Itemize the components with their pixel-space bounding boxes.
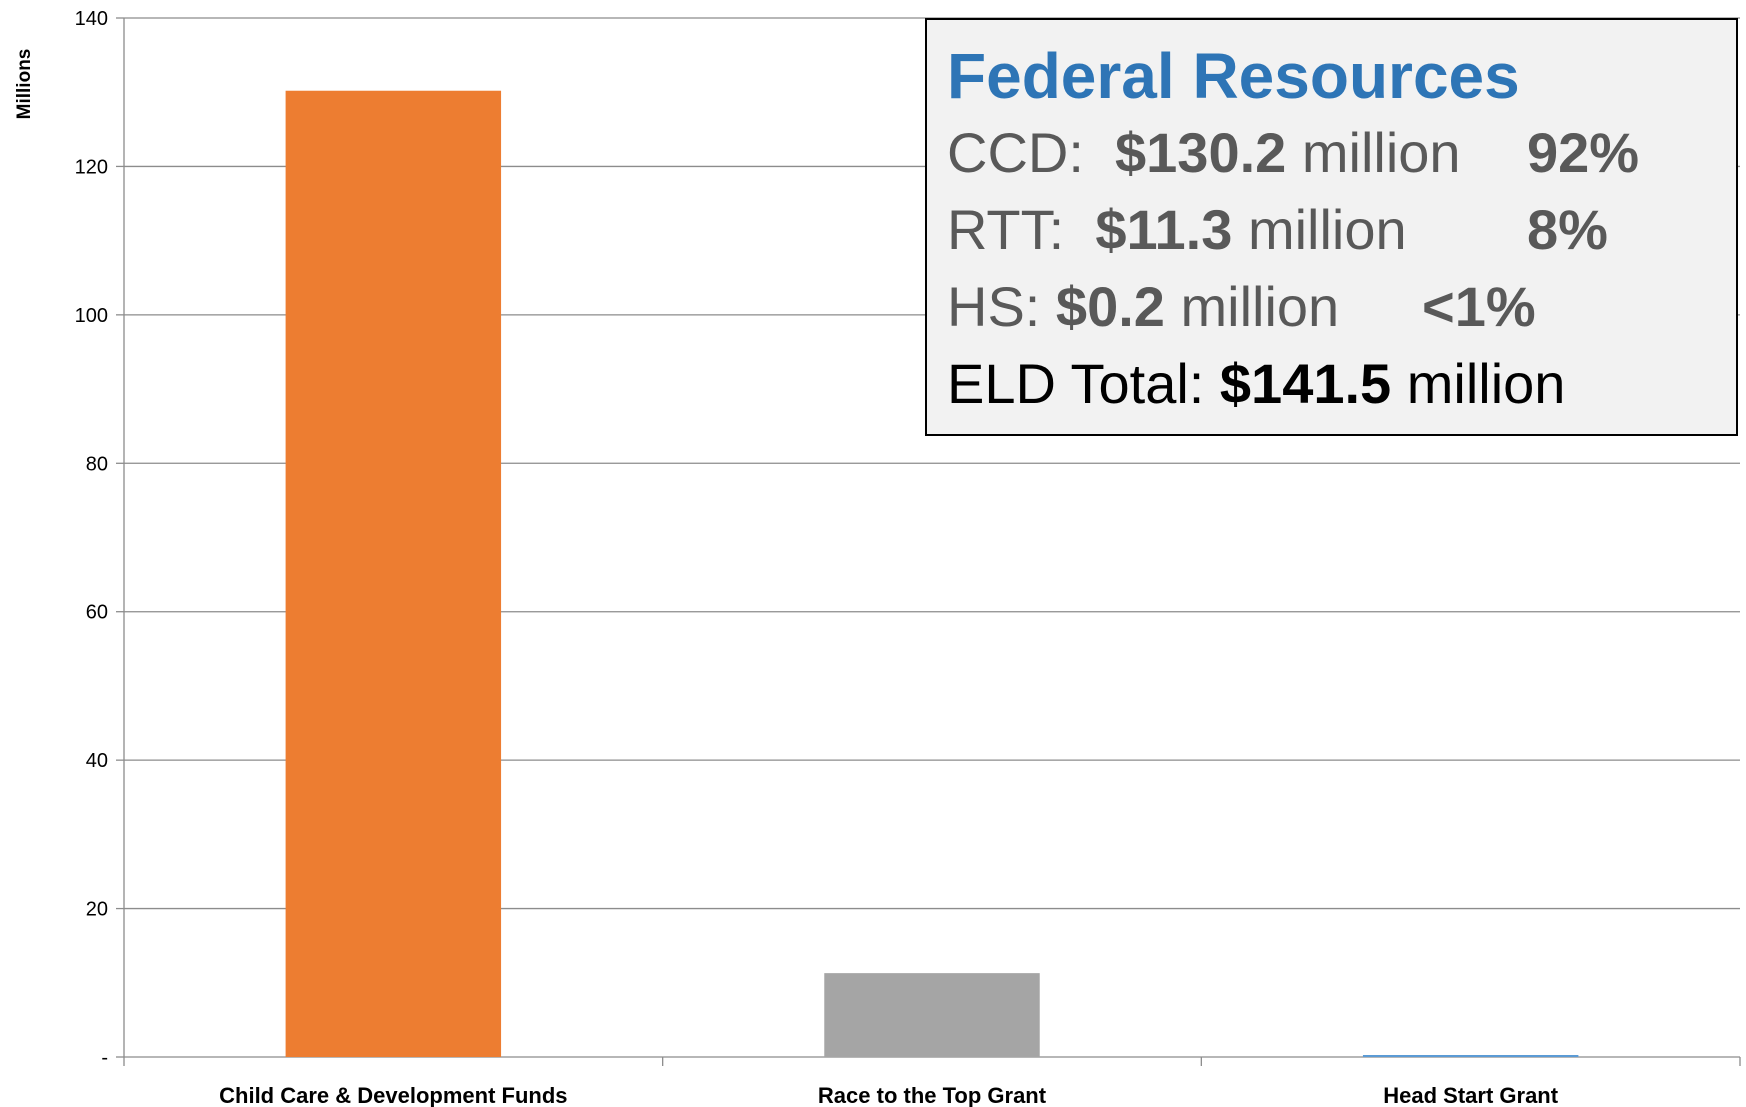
bars	[285, 90, 1579, 1058]
bar	[824, 973, 1040, 1057]
info-line-total: ELD Total: $141.5 million	[947, 345, 1736, 422]
x-category-label: Head Start Grant	[1383, 1083, 1558, 1107]
info-line-rtt: RTT: $11.3 million 8%	[947, 191, 1736, 268]
rtt-amount: $11.3	[1095, 198, 1233, 261]
hs-label: HS:	[947, 275, 1041, 338]
y-tick-label: -	[101, 1047, 108, 1069]
y-tick-label: 20	[86, 899, 108, 921]
total-amount: $141.5	[1219, 352, 1392, 415]
bar	[285, 90, 502, 1058]
y-tick-label: 60	[86, 602, 108, 624]
hs-unit: million	[1180, 275, 1340, 338]
y-tick-label: 80	[86, 453, 108, 475]
info-line-hs: HS: $0.2 million <1%	[947, 268, 1736, 345]
hs-amount: $0.2	[1055, 275, 1165, 338]
info-box-title: Federal Resources	[947, 40, 1520, 112]
ccd-amount: $130.2	[1115, 121, 1287, 184]
federal-resources-box: Federal Resources CCD: $130.2 million 92…	[925, 18, 1738, 436]
bar	[1362, 1055, 1579, 1057]
ccd-label: CCD:	[947, 121, 1084, 184]
ccd-percent: 92%	[1527, 121, 1640, 184]
x-category-label: Child Care & Development Funds	[219, 1083, 567, 1107]
info-line-ccd: CCD: $130.2 million 92%	[947, 114, 1736, 191]
y-tick-label: 140	[75, 8, 108, 30]
rtt-label: RTT:	[947, 198, 1065, 261]
axis-labels: - 20 40 60 80 100 120 140 Child Care & Developme…	[75, 8, 1559, 1107]
rtt-percent: 8%	[1527, 198, 1608, 261]
hs-percent: <1%	[1422, 275, 1536, 338]
total-label: ELD Total:	[947, 352, 1205, 415]
ccd-unit: million	[1301, 121, 1461, 184]
y-tick-label: 120	[75, 156, 108, 178]
rtt-unit: million	[1247, 198, 1407, 261]
total-unit: million	[1406, 352, 1566, 415]
y-axis-title: Millions	[14, 49, 35, 120]
x-category-label: Race to the Top Grant	[818, 1083, 1047, 1107]
y-tick-label: 40	[86, 750, 108, 772]
y-tick-label: 100	[75, 305, 108, 327]
